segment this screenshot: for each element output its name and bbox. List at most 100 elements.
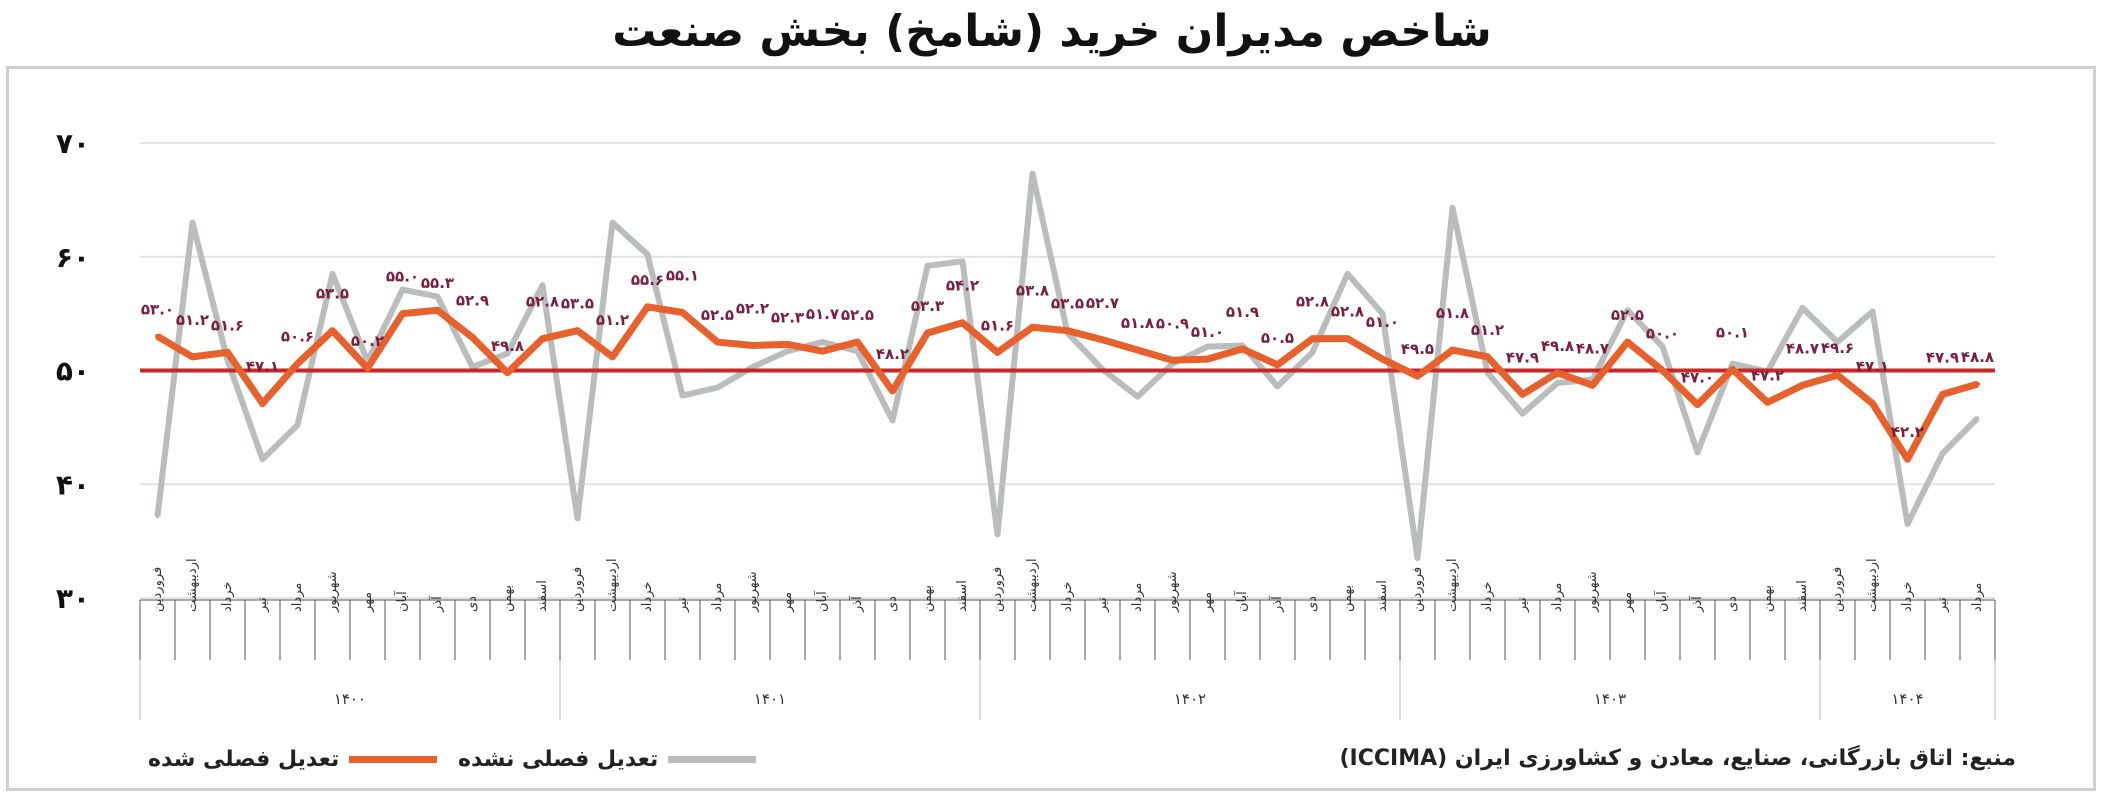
x-tick-label: دی bbox=[885, 596, 900, 612]
data-label-adjusted: ۵۵.۰ bbox=[386, 268, 419, 286]
series-adjusted-point bbox=[470, 335, 475, 341]
data-label-adjusted: ۵۲.۷ bbox=[1086, 294, 1119, 312]
series-adjusted-point bbox=[1870, 400, 1875, 406]
data-label-adjusted: ۴۷.۱ bbox=[1856, 357, 1889, 375]
x-tick-label: خرداد bbox=[220, 582, 235, 612]
x-tick-label: اردیبهشت bbox=[1865, 558, 1880, 612]
data-label-adjusted: ۵۲.۲ bbox=[736, 299, 769, 317]
series-unadjusted-point bbox=[1380, 311, 1385, 316]
series-unadjusted-point bbox=[890, 418, 895, 423]
series-adjusted-point bbox=[1030, 324, 1035, 330]
x-tick-label: مهر bbox=[780, 592, 795, 613]
series-unadjusted-point bbox=[1555, 381, 1560, 386]
series-adjusted-point bbox=[260, 400, 265, 406]
x-tick-label: شهریور bbox=[1585, 571, 1600, 613]
data-label-adjusted: ۵۳.۰ bbox=[141, 300, 174, 318]
series-adjusted-point bbox=[1415, 373, 1420, 379]
data-label-adjusted: ۵۰.۶ bbox=[281, 328, 314, 346]
data-label-adjusted: ۵۰.۰ bbox=[1646, 325, 1679, 343]
data-label-adjusted: ۵۴.۲ bbox=[946, 277, 979, 295]
series-adjusted-point bbox=[1450, 347, 1455, 353]
data-label-adjusted: ۵۱.۶ bbox=[211, 316, 244, 334]
data-label-adjusted: ۵۱.۹ bbox=[1226, 303, 1259, 321]
data-label-adjusted: ۵۱.۲ bbox=[176, 311, 209, 329]
data-label-adjusted: ۵۳.۳ bbox=[911, 297, 944, 315]
x-tick-label: اردیبهشت bbox=[185, 558, 200, 612]
series-unadjusted-point bbox=[960, 259, 965, 264]
data-label-adjusted: ۵۲.۹ bbox=[456, 292, 489, 310]
series-adjusted-point bbox=[1835, 372, 1840, 378]
data-label-adjusted: ۵۵.۱ bbox=[666, 266, 699, 284]
x-tick-label: دی bbox=[1305, 596, 1320, 612]
x-tick-label: بهمن bbox=[500, 585, 515, 612]
y-tick-label: ۴۰ bbox=[56, 468, 90, 501]
series-unadjusted-point bbox=[1030, 171, 1035, 176]
series-adjusted-point bbox=[540, 336, 545, 342]
x-tick-label: خرداد bbox=[1060, 582, 1075, 612]
x-tick-label: مرداد bbox=[710, 583, 725, 612]
series-unadjusted-point bbox=[785, 349, 790, 354]
series-unadjusted-point bbox=[1660, 344, 1665, 349]
series-unadjusted-point bbox=[1975, 416, 1980, 421]
data-label-adjusted: ۵۰.۵ bbox=[1261, 329, 1294, 347]
series-adjusted-point bbox=[1520, 391, 1525, 397]
x-tick-label: مهر bbox=[360, 592, 375, 613]
data-label-adjusted: ۴۹.۸ bbox=[491, 337, 524, 355]
data-label-adjusted: ۵۱.۲ bbox=[596, 311, 629, 329]
x-tick-label: اسفند bbox=[1795, 580, 1810, 612]
series-unadjusted-point bbox=[1275, 384, 1280, 389]
data-label-adjusted: ۴۸.۲ bbox=[876, 345, 909, 363]
x-tick-label: تیر bbox=[255, 597, 270, 613]
series-adjusted-point bbox=[400, 311, 405, 317]
series-adjusted-point bbox=[750, 342, 755, 348]
x-tick-label: مرداد bbox=[290, 583, 305, 612]
series-unadjusted-point bbox=[1835, 340, 1840, 345]
series-adjusted-point bbox=[1485, 354, 1490, 360]
data-label-adjusted: ۵۵.۶ bbox=[631, 271, 664, 289]
chart-frame bbox=[6, 66, 2096, 791]
y-tick-label: ۵۰ bbox=[56, 355, 90, 388]
legend-unadjusted: تعدیل فصلی نشده bbox=[458, 742, 757, 776]
x-tick-label: آذر bbox=[1688, 595, 1705, 613]
x-tick-label: بهمن bbox=[1760, 585, 1775, 612]
series-adjusted-point bbox=[155, 333, 160, 339]
x-tick-label: اسفند bbox=[535, 580, 550, 612]
series-unadjusted-point bbox=[1625, 308, 1630, 313]
x-tick-label: تیر bbox=[1935, 597, 1950, 613]
data-label-adjusted: ۴۷.۰ bbox=[1681, 369, 1714, 387]
series-adjusted-point bbox=[295, 361, 300, 367]
x-tick-label: بهمن bbox=[1340, 585, 1355, 612]
series-unadjusted-point bbox=[1135, 394, 1140, 399]
series-adjusted-point bbox=[1800, 382, 1805, 388]
data-label-adjusted: ۴۷.۱ bbox=[246, 357, 279, 375]
series-adjusted-point bbox=[1135, 347, 1140, 353]
x-tick-label: اردیبهشت bbox=[605, 558, 620, 612]
series-adjusted-point bbox=[680, 309, 685, 315]
data-label-adjusted: ۴۷.۲ bbox=[1751, 366, 1784, 384]
data-label-adjusted: ۵۳.۵ bbox=[561, 295, 594, 313]
data-label-adjusted: ۵۱.۲ bbox=[1471, 321, 1504, 339]
data-label-adjusted: ۵۵.۳ bbox=[421, 274, 454, 292]
series-adjusted-point bbox=[1310, 336, 1315, 342]
series-adjusted-point bbox=[785, 341, 790, 347]
series-unadjusted-point bbox=[1415, 556, 1420, 561]
year-label: ۱۴۰۰ bbox=[334, 690, 366, 708]
x-tick-label: شهریور bbox=[745, 571, 760, 613]
series-unadjusted-point bbox=[610, 220, 615, 225]
x-tick-label: اردیبهشت bbox=[1025, 558, 1040, 612]
x-tick-label: آذر bbox=[428, 595, 445, 613]
series-adjusted-point bbox=[855, 339, 860, 345]
data-label-adjusted: ۵۱.۶ bbox=[981, 316, 1014, 334]
series-adjusted-point bbox=[1100, 337, 1105, 343]
data-label-adjusted: ۴۹.۵ bbox=[1401, 340, 1434, 358]
data-label-adjusted: ۵۰.۹ bbox=[1156, 314, 1189, 332]
x-tick-label: بهمن bbox=[920, 585, 935, 612]
legend-adjusted-label: تعدیل فصلی شده bbox=[148, 746, 340, 772]
series-adjusted-point bbox=[995, 349, 1000, 355]
series-unadjusted-point bbox=[820, 340, 825, 345]
series-adjusted-point bbox=[1905, 456, 1910, 462]
series-adjusted-point bbox=[645, 304, 650, 310]
x-tick-label: تیر bbox=[1095, 597, 1110, 613]
series-adjusted-point bbox=[610, 354, 615, 360]
